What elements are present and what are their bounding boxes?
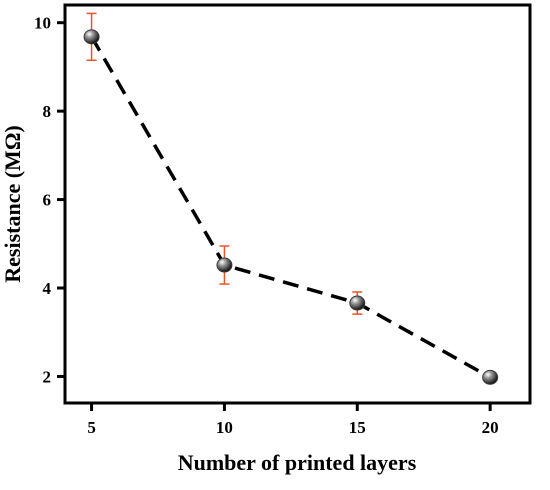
y-tick-label: 6 [43, 191, 52, 210]
marker [349, 295, 366, 311]
plot-area: 5 10 15 20 2 4 6 8 10 [34, 12, 499, 437]
x-tick-label: 15 [349, 418, 366, 437]
marker [216, 257, 233, 273]
marker [482, 369, 499, 385]
x-tick-label: 10 [216, 418, 233, 437]
y-tick-label: 2 [43, 367, 52, 386]
marker [83, 29, 100, 45]
y-tick-label: 4 [43, 279, 52, 298]
x-tick-label: 20 [482, 418, 499, 437]
y-axis-title: Resistance (MΩ) [0, 125, 25, 283]
plot-frame [63, 3, 532, 405]
y-tick-label: 10 [34, 14, 51, 33]
x-tick-label: 5 [87, 418, 96, 437]
y-tick-label: 8 [43, 102, 52, 121]
data-line [90, 35, 491, 379]
x-axis-title: Number of printed layers [178, 450, 417, 475]
